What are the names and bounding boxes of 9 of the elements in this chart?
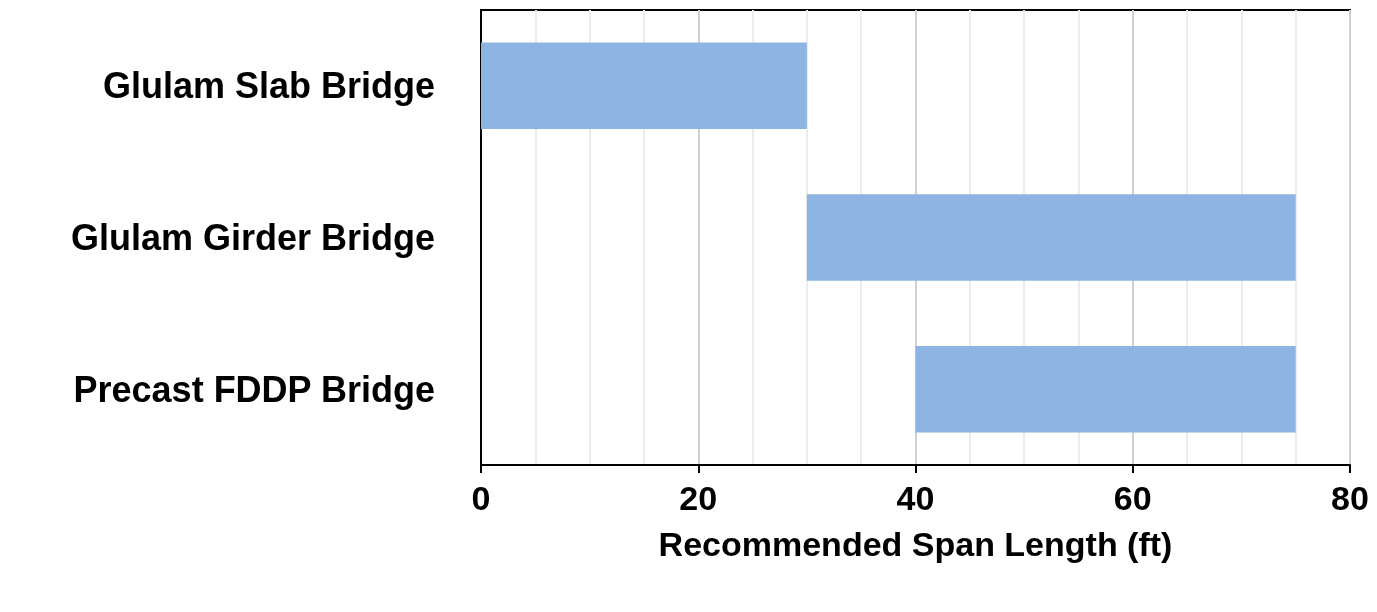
x-tick-label: 40	[896, 479, 935, 517]
x-tick-label: 80	[1331, 479, 1369, 517]
x-tick-label: 0	[471, 479, 491, 517]
x-tick-label: 60	[1113, 479, 1152, 517]
y-tick-label: Precast FDDP Bridge	[73, 368, 435, 410]
y-tick-label: Glulam Slab Bridge	[102, 65, 435, 107]
x-axis-title: Recommended Span Length (ft)	[658, 525, 1173, 563]
x-tick-label: 20	[679, 479, 718, 517]
y-tick-label: Glulam Girder Bridge	[70, 217, 435, 258]
